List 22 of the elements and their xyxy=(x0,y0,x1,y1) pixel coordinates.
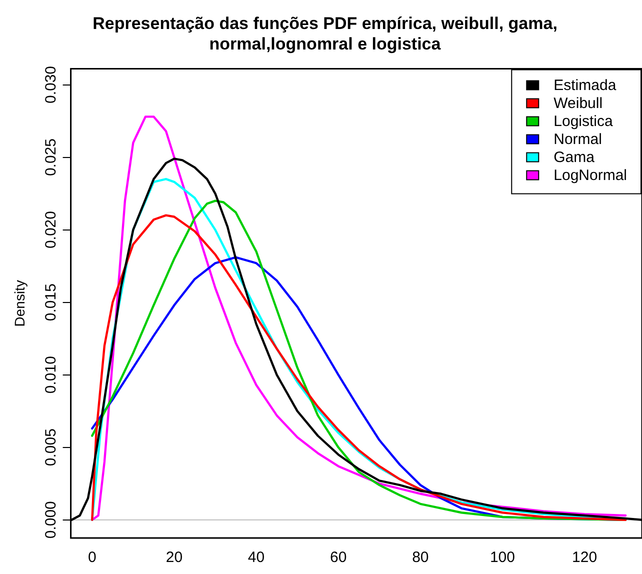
x-tick-label: 0 xyxy=(88,549,96,566)
legend-label: LogNormal xyxy=(554,166,628,184)
legend-label: Logistica xyxy=(554,112,614,130)
y-axis-title: Density xyxy=(11,280,28,327)
y-tick-label: 0.000 xyxy=(42,501,60,539)
y-tick-label: 0.015 xyxy=(42,284,60,322)
chart-title: Representação das funções PDF empírica, weibull, gama, normal,lognomral e logistica xyxy=(92,14,558,54)
legend-label: Estimada xyxy=(554,76,617,94)
y-tick-label: 0.030 xyxy=(42,66,60,104)
x-tick-label: 100 xyxy=(490,549,515,566)
y-tick-label: 0.010 xyxy=(42,356,60,394)
x-tick-label: 80 xyxy=(412,549,429,566)
legend-label: Normal xyxy=(554,130,602,148)
x-tick-label: 40 xyxy=(248,549,265,566)
x-tick-label: 60 xyxy=(330,549,347,566)
y-tick-label: 0.020 xyxy=(42,211,60,249)
x-tick-label: 120 xyxy=(572,549,598,566)
legend-label: Gama xyxy=(554,148,596,166)
y-tick-label: 0.025 xyxy=(42,138,60,176)
x-tick-label: 20 xyxy=(166,549,183,566)
legend-label: Weibull xyxy=(554,94,603,112)
y-tick-label: 0.005 xyxy=(42,428,60,466)
